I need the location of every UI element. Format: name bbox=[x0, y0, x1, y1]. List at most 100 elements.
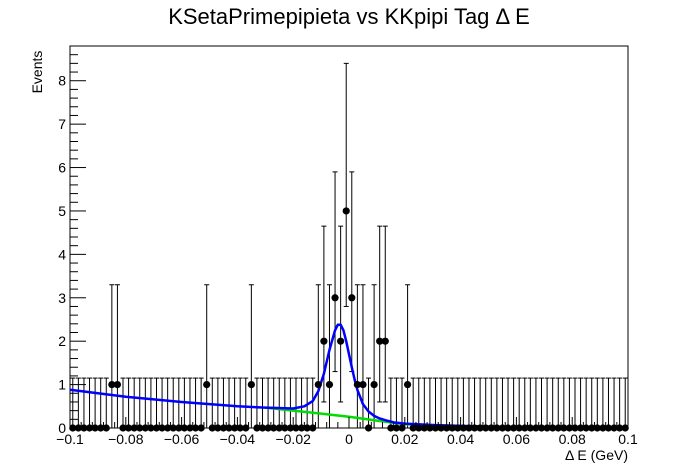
data-point bbox=[303, 424, 311, 432]
x-tick-label: −0.1 bbox=[56, 431, 84, 447]
data-point bbox=[286, 424, 295, 432]
data-point bbox=[487, 424, 495, 432]
error-bars bbox=[70, 62, 628, 429]
data-point bbox=[247, 380, 255, 389]
x-axis-label: Δ E (GeV) bbox=[565, 447, 628, 463]
data-point bbox=[426, 424, 434, 432]
data-point bbox=[370, 380, 378, 389]
data-point bbox=[297, 424, 306, 432]
data-point bbox=[420, 424, 428, 432]
data-point bbox=[532, 424, 540, 432]
data-point bbox=[454, 424, 462, 432]
y-tick-label: 8 bbox=[58, 73, 66, 89]
data-point bbox=[253, 424, 261, 432]
data-point bbox=[331, 294, 339, 302]
data-point bbox=[264, 424, 272, 432]
x-tick-label: −0.02 bbox=[275, 431, 311, 447]
fit-total-line bbox=[69, 323, 628, 429]
x-tick-label: −0.04 bbox=[220, 431, 256, 447]
data-point bbox=[443, 424, 451, 432]
data-point bbox=[158, 424, 166, 432]
x-tick-label: 0.02 bbox=[391, 431, 418, 447]
data-point bbox=[387, 424, 395, 432]
data-point bbox=[119, 424, 127, 432]
data-point bbox=[219, 424, 228, 432]
y-tick-label: 0 bbox=[58, 420, 66, 436]
data-point bbox=[381, 337, 389, 345]
data-point bbox=[186, 424, 194, 432]
data-point bbox=[242, 424, 250, 432]
data-point bbox=[281, 424, 289, 432]
data-point bbox=[208, 424, 216, 432]
data-point bbox=[571, 424, 579, 432]
plot-border bbox=[69, 45, 629, 429]
data-point bbox=[348, 294, 356, 302]
data-point bbox=[599, 424, 607, 432]
data-point bbox=[97, 424, 105, 432]
data-point bbox=[476, 424, 484, 432]
data-point bbox=[197, 424, 205, 432]
data-point bbox=[130, 424, 138, 432]
x-tick-label: 0.08 bbox=[559, 431, 586, 447]
y-tick-label: 5 bbox=[58, 203, 66, 219]
data-point bbox=[147, 424, 155, 432]
x-axis-ticks: −0.1 −0.08 −0.06 −0.04 −0.02 0 0.02 0.04 0.06 0.0… bbox=[56, 417, 638, 447]
data-point bbox=[588, 424, 596, 432]
data-point bbox=[515, 424, 523, 432]
data-point bbox=[537, 424, 546, 432]
data-point bbox=[465, 424, 473, 432]
plot-frame bbox=[69, 45, 629, 429]
data-point bbox=[91, 424, 99, 432]
data-point bbox=[258, 424, 267, 432]
data-point bbox=[621, 424, 629, 432]
data-point bbox=[415, 424, 423, 432]
data-point bbox=[610, 424, 618, 432]
y-tick-label: 2 bbox=[58, 333, 66, 349]
data-point bbox=[292, 424, 300, 432]
fit-curves bbox=[69, 323, 628, 429]
chart-title: KSetaPrimepipieta vs KKpipi Tag Δ E bbox=[168, 4, 530, 29]
data-point bbox=[565, 424, 574, 432]
data-point bbox=[102, 424, 110, 432]
data-point bbox=[152, 424, 161, 432]
data-point bbox=[337, 337, 345, 345]
data-point bbox=[275, 424, 283, 432]
data-point bbox=[85, 424, 94, 432]
data-point bbox=[175, 424, 183, 432]
data-point bbox=[616, 424, 624, 432]
data-point bbox=[576, 424, 585, 432]
data-point bbox=[270, 424, 278, 432]
data-point bbox=[482, 424, 490, 432]
data-point bbox=[320, 337, 328, 345]
x-tick-label: −0.08 bbox=[108, 431, 144, 447]
data-point bbox=[403, 380, 412, 389]
data-point bbox=[604, 424, 613, 432]
data-point bbox=[225, 424, 233, 432]
data-point bbox=[510, 424, 518, 432]
data-point bbox=[459, 424, 467, 432]
data-point bbox=[236, 424, 244, 432]
data-point bbox=[364, 424, 373, 432]
y-tick-label: 6 bbox=[58, 160, 66, 176]
data-point bbox=[314, 380, 322, 389]
data-point bbox=[342, 207, 350, 215]
x-tick-label: 0.04 bbox=[447, 431, 474, 447]
data-point bbox=[526, 424, 534, 432]
y-axis-label: Events bbox=[29, 51, 45, 94]
data-point bbox=[493, 424, 501, 432]
data-point bbox=[113, 380, 122, 389]
data-point bbox=[498, 424, 507, 432]
data-point bbox=[136, 424, 144, 432]
data-point bbox=[543, 424, 551, 432]
data-point bbox=[325, 380, 334, 389]
data-point bbox=[521, 424, 529, 432]
data-point bbox=[191, 424, 200, 432]
data-point bbox=[203, 380, 211, 389]
data-point bbox=[124, 424, 133, 432]
data-point bbox=[180, 424, 188, 432]
x-tick-label: 0 bbox=[345, 431, 353, 447]
data-point bbox=[409, 424, 417, 432]
data-point bbox=[164, 424, 172, 432]
data-point bbox=[169, 424, 177, 432]
